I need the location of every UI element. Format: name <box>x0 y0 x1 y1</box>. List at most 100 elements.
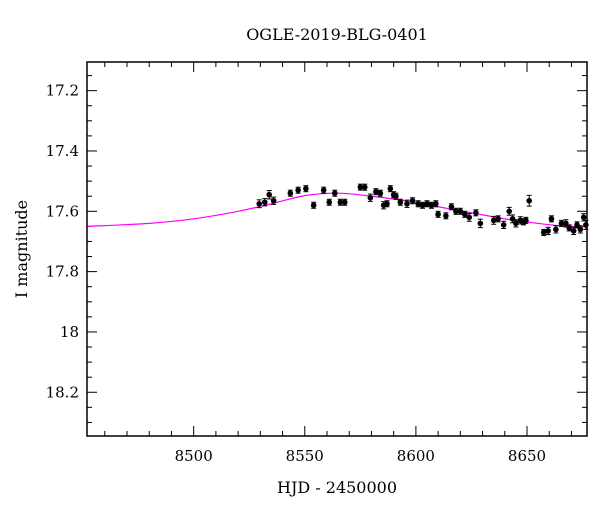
data-point <box>287 189 294 197</box>
data-point <box>295 186 301 194</box>
data-point <box>270 196 277 205</box>
data-marker <box>580 214 587 221</box>
data-marker <box>310 202 317 209</box>
data-point <box>266 189 273 200</box>
data-marker <box>367 194 374 201</box>
data-marker <box>500 222 507 228</box>
data-point <box>466 212 473 222</box>
chart-title: OGLE-2019-BLG-0401 <box>246 25 428 44</box>
data-point <box>326 198 333 206</box>
data-marker <box>506 208 513 215</box>
data-marker <box>558 220 565 227</box>
data-point <box>310 201 317 209</box>
data-marker <box>261 199 268 206</box>
data-point <box>384 200 390 208</box>
y-ticks <box>87 75 587 423</box>
data-point <box>473 209 479 217</box>
data-point <box>357 183 364 191</box>
x-tick-labels: 8500 8550 8600 8650 <box>175 447 547 465</box>
data-marker <box>461 211 468 218</box>
x-axis-title: HJD - 2450000 <box>277 478 397 497</box>
data-marker <box>570 228 577 234</box>
data-marker <box>473 210 479 216</box>
data-point <box>577 225 584 234</box>
data-marker <box>453 208 459 215</box>
data-marker <box>337 199 344 206</box>
data-point <box>580 213 587 222</box>
data-marker <box>513 220 519 227</box>
data-point <box>367 193 374 202</box>
x-tick-label: 8550 <box>286 447 324 465</box>
data-point <box>558 219 565 227</box>
data-marker <box>548 216 555 222</box>
data-marker <box>373 188 379 195</box>
data-point <box>361 183 368 191</box>
data-point <box>553 225 559 234</box>
data-marker <box>361 184 368 190</box>
data-marker <box>448 203 455 210</box>
data-point <box>428 201 435 209</box>
data-point <box>373 188 379 196</box>
data-marker <box>433 200 439 207</box>
data-marker <box>566 225 573 231</box>
data-point <box>526 194 533 207</box>
data-marker <box>428 202 435 209</box>
data-point <box>320 186 327 194</box>
data-point <box>457 207 464 215</box>
data-marker <box>545 228 551 234</box>
data-point <box>477 218 484 229</box>
y-tick-label: 18 <box>60 323 79 341</box>
data-marker <box>577 226 584 233</box>
data-marker <box>404 200 410 207</box>
data-point <box>461 210 468 218</box>
data-marker <box>424 200 430 207</box>
data-marker <box>377 190 384 197</box>
data-point <box>303 185 309 193</box>
data-point <box>490 215 497 225</box>
data-point <box>435 210 441 218</box>
x-tick-label: 8650 <box>508 447 546 465</box>
data-marker <box>574 222 580 228</box>
data-marker <box>466 214 473 221</box>
data-marker <box>331 190 338 197</box>
data-marker <box>495 216 501 222</box>
data-marker <box>341 199 348 206</box>
data-marker <box>303 185 309 192</box>
data-point <box>583 219 589 230</box>
data-point <box>495 215 501 223</box>
data-point <box>453 207 459 215</box>
data-marker <box>295 187 301 193</box>
x-tick-label: 8600 <box>397 447 435 465</box>
y-tick-label: 17.8 <box>46 263 79 281</box>
y-tick-label: 17.6 <box>46 202 79 220</box>
data-point <box>404 199 410 208</box>
y-tick-label: 18.2 <box>46 383 79 401</box>
data-point <box>261 198 268 207</box>
data-marker <box>477 220 484 227</box>
data-marker <box>523 217 529 224</box>
data-marker <box>419 202 426 209</box>
data-marker <box>583 222 589 228</box>
data-point <box>419 201 426 209</box>
plot-frame <box>86 61 588 437</box>
y-axis-title: I magnitude <box>12 200 31 298</box>
data-point <box>570 226 577 236</box>
data-point <box>337 198 344 206</box>
data-marker <box>326 199 333 206</box>
data-marker <box>357 184 364 190</box>
data-point <box>393 192 399 200</box>
data-point <box>506 206 513 216</box>
data-point <box>513 219 519 228</box>
y-tick-labels: 17.2 17.4 17.6 17.8 18 18.2 <box>46 82 79 402</box>
data-point <box>523 216 529 224</box>
data-marker <box>393 193 399 200</box>
data-marker <box>415 200 421 207</box>
data-point <box>540 228 547 236</box>
data-point <box>443 212 449 220</box>
y-tick-label: 17.4 <box>46 142 79 160</box>
data-marker <box>320 187 327 193</box>
data-point <box>500 220 507 229</box>
data-marker <box>266 191 273 198</box>
data-marker <box>457 208 464 215</box>
